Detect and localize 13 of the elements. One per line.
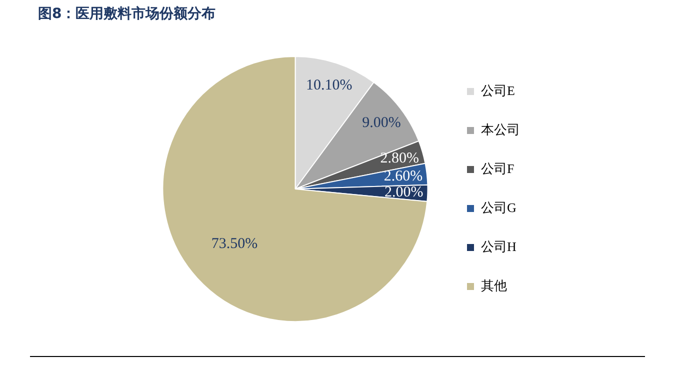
legend-label: 公司G [481,200,516,215]
data-label: 10.10% [306,78,352,94]
data-label: 2.60% [384,168,423,185]
legend-label: 公司E [481,82,515,98]
data-label: 2.00% [384,184,424,200]
chart-title: 图8：医用敷料市场份额分布 [38,5,216,23]
data-label: 9.00% [362,114,401,131]
data-label: 73.50% [211,236,258,252]
legend-label: 本公司 [481,122,520,137]
legend-label: 公司H [481,238,516,254]
legend-label: 其他 [481,278,507,293]
data-label: 2.80% [380,150,419,167]
legend-label: 公司F [481,160,514,176]
